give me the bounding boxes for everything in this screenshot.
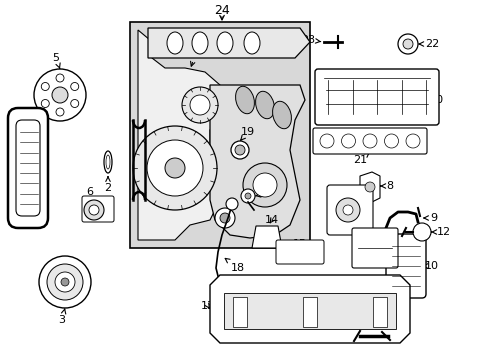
Circle shape bbox=[182, 87, 218, 123]
Circle shape bbox=[397, 34, 417, 54]
Circle shape bbox=[71, 82, 79, 90]
Text: 16: 16 bbox=[382, 331, 396, 341]
Text: 21: 21 bbox=[352, 152, 369, 165]
Circle shape bbox=[56, 108, 64, 116]
Ellipse shape bbox=[104, 151, 112, 173]
FancyBboxPatch shape bbox=[385, 234, 425, 298]
Text: 4: 4 bbox=[8, 143, 16, 153]
Circle shape bbox=[243, 163, 286, 207]
Text: 19: 19 bbox=[240, 127, 255, 140]
Ellipse shape bbox=[192, 32, 207, 54]
Circle shape bbox=[89, 205, 99, 215]
FancyBboxPatch shape bbox=[351, 228, 397, 268]
Text: 1: 1 bbox=[190, 47, 199, 66]
Circle shape bbox=[147, 140, 203, 196]
Text: 8: 8 bbox=[380, 181, 393, 191]
Circle shape bbox=[39, 256, 91, 308]
Circle shape bbox=[215, 208, 235, 228]
Circle shape bbox=[230, 141, 248, 159]
Circle shape bbox=[252, 173, 276, 197]
Circle shape bbox=[225, 198, 238, 210]
Text: 7: 7 bbox=[360, 205, 367, 215]
Text: 22: 22 bbox=[418, 39, 438, 49]
Polygon shape bbox=[359, 172, 379, 202]
Text: 20: 20 bbox=[428, 95, 442, 105]
Circle shape bbox=[71, 99, 79, 108]
Ellipse shape bbox=[244, 32, 260, 54]
Text: 10: 10 bbox=[421, 261, 438, 271]
Text: 5: 5 bbox=[52, 53, 60, 68]
FancyBboxPatch shape bbox=[303, 297, 316, 327]
Polygon shape bbox=[138, 30, 220, 240]
Circle shape bbox=[220, 213, 229, 223]
Circle shape bbox=[84, 200, 104, 220]
Text: 18: 18 bbox=[225, 258, 244, 273]
Text: 9: 9 bbox=[423, 213, 437, 223]
Text: 6: 6 bbox=[86, 187, 94, 206]
Ellipse shape bbox=[272, 101, 291, 129]
Circle shape bbox=[412, 223, 430, 241]
Text: 3: 3 bbox=[59, 309, 66, 325]
Text: 12: 12 bbox=[430, 227, 450, 237]
Ellipse shape bbox=[235, 86, 254, 114]
Polygon shape bbox=[224, 293, 395, 329]
Circle shape bbox=[52, 87, 68, 103]
Polygon shape bbox=[251, 226, 282, 248]
FancyBboxPatch shape bbox=[314, 69, 438, 125]
Text: 17: 17 bbox=[255, 189, 271, 199]
Circle shape bbox=[34, 69, 86, 121]
Ellipse shape bbox=[167, 32, 183, 54]
FancyBboxPatch shape bbox=[372, 297, 386, 327]
Circle shape bbox=[335, 198, 359, 222]
Text: 11: 11 bbox=[350, 243, 364, 253]
FancyBboxPatch shape bbox=[82, 196, 114, 222]
Text: 13: 13 bbox=[201, 301, 215, 311]
Circle shape bbox=[55, 272, 75, 292]
Circle shape bbox=[47, 264, 83, 300]
Circle shape bbox=[41, 82, 49, 90]
Circle shape bbox=[190, 95, 209, 115]
Circle shape bbox=[364, 182, 374, 192]
Ellipse shape bbox=[255, 91, 274, 119]
FancyBboxPatch shape bbox=[8, 108, 48, 228]
Text: 24: 24 bbox=[214, 4, 229, 17]
Text: 14: 14 bbox=[264, 215, 279, 225]
Polygon shape bbox=[209, 85, 305, 238]
Circle shape bbox=[241, 189, 254, 203]
Polygon shape bbox=[148, 28, 309, 58]
Text: 25: 25 bbox=[196, 41, 211, 54]
Text: 2: 2 bbox=[104, 177, 111, 193]
Circle shape bbox=[164, 158, 184, 178]
Text: 15: 15 bbox=[292, 239, 306, 249]
Circle shape bbox=[342, 205, 352, 215]
Text: 23: 23 bbox=[300, 35, 320, 45]
FancyBboxPatch shape bbox=[326, 185, 372, 235]
Circle shape bbox=[235, 145, 244, 155]
Ellipse shape bbox=[217, 32, 232, 54]
FancyBboxPatch shape bbox=[232, 297, 246, 327]
FancyBboxPatch shape bbox=[275, 240, 324, 264]
Circle shape bbox=[41, 99, 49, 108]
Circle shape bbox=[402, 39, 412, 49]
FancyBboxPatch shape bbox=[16, 120, 40, 216]
FancyBboxPatch shape bbox=[312, 128, 426, 154]
Circle shape bbox=[244, 193, 250, 199]
Circle shape bbox=[61, 278, 69, 286]
Circle shape bbox=[56, 74, 64, 82]
Bar bbox=[130, 22, 309, 248]
Polygon shape bbox=[209, 275, 409, 343]
Circle shape bbox=[133, 126, 217, 210]
